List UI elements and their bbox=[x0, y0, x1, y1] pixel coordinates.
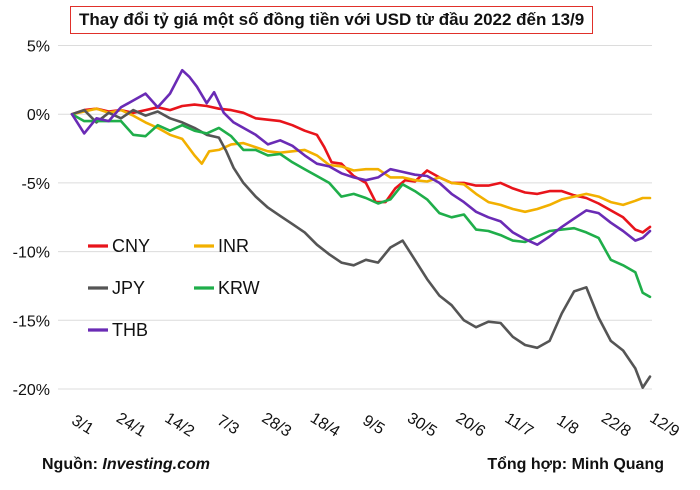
y-tick-label: -10% bbox=[13, 245, 50, 262]
grid-lines bbox=[58, 45, 652, 390]
x-tick-label: 28/3 bbox=[259, 410, 295, 441]
source-name: Investing.com bbox=[102, 456, 210, 473]
series-line-jpy bbox=[70, 108, 652, 389]
x-tick-label: 3/1 bbox=[68, 412, 96, 438]
legend-label-krw: KRW bbox=[218, 278, 260, 298]
y-tick-label: -5% bbox=[22, 176, 50, 193]
x-tick-label: 1/8 bbox=[553, 412, 581, 438]
legend: CNY INR JPY KRW THB bbox=[88, 236, 260, 340]
series-line-krw bbox=[70, 112, 652, 299]
series-line-cny bbox=[70, 103, 652, 234]
y-tick-label: 5% bbox=[27, 39, 50, 56]
y-tick-label: -15% bbox=[13, 313, 50, 330]
x-tick-label: 14/2 bbox=[162, 410, 198, 441]
x-tick-label: 20/6 bbox=[453, 410, 489, 441]
series-lines bbox=[70, 68, 652, 389]
source-label: Nguồn: bbox=[42, 456, 103, 473]
series-line-thb bbox=[70, 68, 652, 246]
x-tick-label: 22/8 bbox=[598, 410, 634, 441]
x-tick-label: 11/7 bbox=[502, 410, 536, 440]
y-tick-label: -20% bbox=[13, 382, 50, 399]
chart-title: Thay đổi tỷ giá một số đồng tiền với USD… bbox=[70, 6, 594, 34]
x-tick-label: 12/9 bbox=[647, 410, 683, 441]
x-tick-label: 24/1 bbox=[113, 410, 149, 441]
source-note: Nguồn: Investing.com bbox=[42, 456, 210, 474]
legend-label-inr: INR bbox=[218, 236, 249, 256]
y-tick-label: 0% bbox=[27, 107, 50, 124]
y-axis-ticks: 5% 0% -5% -10% -15% -20% bbox=[13, 39, 50, 400]
legend-label-cny: CNY bbox=[112, 236, 150, 256]
x-tick-label: 7/3 bbox=[214, 412, 242, 438]
x-tick-label: 18/4 bbox=[307, 410, 343, 441]
x-tick-label: 30/5 bbox=[404, 410, 440, 441]
credit-note: Tổng hợp: Minh Quang bbox=[487, 456, 664, 473]
legend-label-thb: THB bbox=[112, 320, 148, 340]
series-line-inr bbox=[70, 107, 652, 214]
x-tick-label: 9/5 bbox=[359, 412, 387, 438]
x-axis-ticks: 3/1 24/1 14/2 7/3 28/3 18/4 9/5 30/5 20/6 11/7 1/8… bbox=[68, 410, 682, 441]
legend-label-jpy: JPY bbox=[112, 278, 145, 298]
